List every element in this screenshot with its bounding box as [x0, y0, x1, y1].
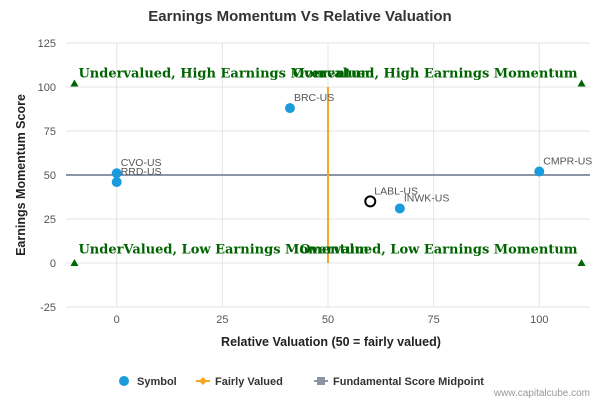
data-point-brc-us [284, 103, 295, 114]
y-tick-label: 50 [44, 170, 56, 182]
data-point-labl-us [364, 195, 377, 208]
quadrant-label: Undervalued, High Earnings Momentum [78, 66, 374, 81]
fairly-valued-legend-diamond-icon [199, 377, 207, 385]
data-point-cvo-us [111, 168, 122, 179]
quadrant-label: UnderValued, Low Earnings Momentum [78, 242, 369, 257]
quadrant-triangle-marker [577, 79, 586, 87]
data-point-label: RRD-US [121, 166, 162, 178]
y-tick-label: -25 [40, 302, 56, 314]
x-tick-label: 25 [216, 314, 228, 326]
legend-item-label: Symbol [137, 376, 177, 388]
x-tick-label: 50 [322, 314, 334, 326]
legend-item-symbol[interactable]: Symbol [119, 376, 177, 388]
legend-item-fundamental-score-midpoint[interactable]: Fundamental Score Midpoint [314, 376, 484, 388]
quadrant-triangle-marker [70, 79, 79, 87]
y-tick-label: 25 [44, 214, 56, 226]
midpoint-legend-square-icon [317, 377, 325, 385]
quadrant-label: Overvalued, Low Earnings Momentum [300, 242, 578, 257]
quadrant-triangle-marker [70, 259, 79, 266]
y-tick-label: 100 [38, 82, 56, 94]
y-axis-label: Earnings Momentum Score [14, 94, 28, 256]
quadrants: Undervalued, High Earnings MomentumOverv… [70, 66, 586, 266]
x-tick-label: 0 [114, 314, 120, 326]
data-point-rrd-us [111, 177, 122, 188]
y-tick-label: 75 [44, 126, 56, 138]
legend-item-label: Fairly Valued [215, 376, 283, 388]
axis-ticks: -25 0 25 50 75 100 125 0 25 50 75 100 [38, 38, 549, 326]
quadrant-label: Overvalued, High Earnings Momentum [293, 66, 578, 81]
data-point-inwk-us [394, 203, 405, 214]
data-point-cmpr-us [534, 166, 545, 177]
data-point-label: INWK-US [404, 192, 450, 204]
legend[interactable]: Symbol Fairly Valued Fundamental Score Mid… [119, 376, 484, 388]
x-tick-label: 75 [428, 314, 440, 326]
reference-lines [66, 87, 590, 263]
y-tick-label: 125 [38, 38, 56, 50]
symbol-legend-icon [119, 376, 129, 386]
credit-text: www.capitalcube.com [493, 388, 590, 399]
legend-item-label: Fundamental Score Midpoint [333, 376, 484, 388]
y-tick-label: 0 [50, 258, 56, 270]
data-point-label: LABL-US [374, 185, 418, 197]
legend-item-fairly-valued[interactable]: Fairly Valued [196, 376, 283, 388]
data-point-label: CMPR-US [543, 155, 592, 167]
data-point-label: BRC-US [294, 92, 334, 104]
data-point-label: CVO-US [121, 157, 162, 169]
x-axis-label: Relative Valuation (50 = fairly valued) [221, 335, 441, 349]
chart-title: Earnings Momentum Vs Relative Valuation [148, 8, 451, 25]
x-tick-label: 100 [530, 314, 548, 326]
quadrant-triangle-marker [577, 259, 586, 266]
